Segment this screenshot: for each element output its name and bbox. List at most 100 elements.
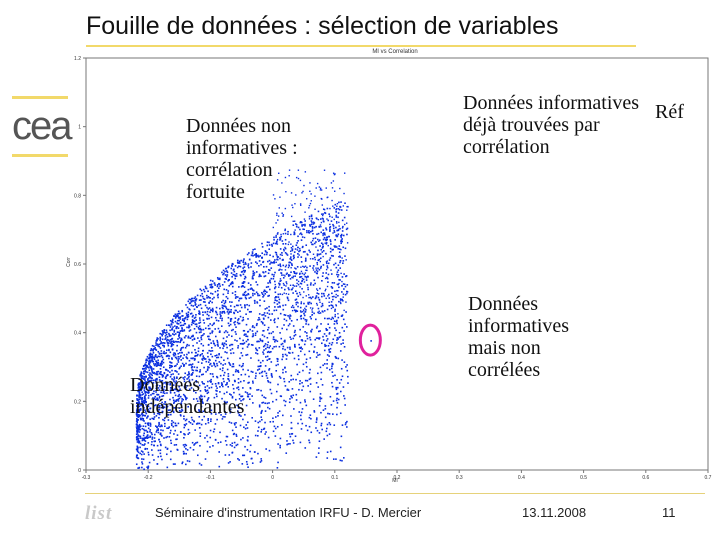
scatter-point	[206, 352, 209, 354]
scatter-point	[155, 360, 157, 362]
scatter-point	[324, 238, 327, 241]
scatter-point	[137, 416, 140, 419]
scatter-point	[207, 327, 210, 330]
scatter-point	[244, 296, 247, 299]
scatter-point	[209, 446, 211, 448]
scatter-point	[313, 256, 316, 259]
scatter-point	[311, 229, 314, 231]
scatter-point	[245, 335, 247, 338]
scatter-point	[143, 367, 146, 370]
scatter-point	[282, 276, 285, 279]
scatter-point	[335, 226, 337, 229]
scatter-point	[286, 296, 289, 299]
scatter-point	[314, 258, 316, 261]
scatter-point	[337, 269, 340, 272]
scatter-point	[245, 460, 248, 463]
scatter-point	[137, 386, 140, 388]
scatter-point	[327, 344, 330, 347]
scatter-point	[225, 435, 228, 438]
scatter-point	[227, 292, 229, 294]
scatter-point	[288, 265, 291, 267]
scatter-point	[279, 446, 281, 449]
scatter-point	[191, 357, 194, 360]
scatter-point	[328, 326, 331, 329]
scatter-point	[222, 269, 225, 272]
scatter-point	[162, 361, 165, 364]
scatter-point	[346, 233, 348, 236]
scatter-point	[194, 354, 197, 357]
scatter-point	[243, 454, 246, 457]
scatter-point	[136, 437, 138, 439]
scatter-point	[283, 292, 285, 294]
scatter-point	[187, 300, 190, 303]
scatter-point	[148, 388, 151, 390]
scatter-point	[341, 227, 344, 229]
scatter-point	[188, 375, 190, 378]
scatter-point	[197, 361, 200, 363]
scatter-point	[273, 319, 275, 322]
scatter-point	[308, 207, 310, 209]
scatter-point	[311, 328, 313, 331]
scatter-point	[168, 349, 170, 352]
scatter-point	[156, 426, 158, 429]
scatter-point	[144, 383, 147, 385]
scatter-point	[169, 361, 171, 363]
scatter-point	[180, 337, 183, 340]
scatter-point	[194, 296, 197, 298]
scatter-point	[311, 309, 313, 311]
scatter-point	[171, 378, 173, 380]
scatter-point	[185, 335, 187, 337]
scatter-point	[162, 407, 164, 410]
scatter-point	[320, 305, 323, 308]
scatter-point	[231, 396, 234, 399]
scatter-point	[159, 443, 162, 446]
scatter-point	[163, 386, 166, 388]
scatter-point	[193, 443, 196, 445]
scatter-point	[329, 247, 332, 250]
scatter-point	[214, 423, 217, 425]
scatter-point	[186, 449, 189, 451]
scatter-point	[289, 261, 292, 264]
scatter-point	[171, 319, 174, 321]
scatter-point	[258, 316, 260, 319]
scatter-point	[140, 377, 143, 380]
scatter-point	[226, 275, 228, 278]
scatter-point	[304, 224, 306, 227]
scatter-point	[171, 369, 173, 372]
scatter-point	[277, 232, 279, 234]
scatter-point	[312, 269, 315, 271]
scatter-point	[297, 358, 300, 361]
scatter-point	[158, 352, 161, 355]
scatter-point	[276, 243, 279, 245]
scatter-point	[160, 352, 163, 355]
scatter-point	[207, 361, 210, 363]
scatter-point	[276, 212, 278, 215]
scatter-point	[301, 339, 304, 341]
scatter-point	[340, 209, 343, 211]
scatter-point	[245, 354, 247, 356]
scatter-point	[341, 424, 344, 426]
scatter-point	[140, 376, 143, 378]
scatter-point	[264, 275, 267, 277]
scatter-point	[158, 364, 161, 367]
scatter-point	[263, 344, 266, 347]
scatter-point	[173, 377, 176, 380]
scatter-point	[147, 381, 150, 384]
scatter-point	[209, 297, 211, 299]
scatter-point	[145, 371, 147, 373]
scatter-point	[344, 323, 346, 326]
scatter-point	[292, 306, 295, 309]
scatter-point	[338, 382, 341, 384]
scatter-point	[143, 401, 145, 404]
scatter-point	[218, 287, 220, 290]
scatter-point	[138, 414, 141, 416]
scatter-point	[218, 353, 220, 356]
scatter-point	[158, 372, 161, 375]
scatter-point	[304, 447, 307, 449]
scatter-point	[149, 423, 152, 426]
scatter-point	[342, 342, 344, 344]
scatter-point	[275, 261, 277, 264]
scatter-point	[181, 409, 184, 412]
scatter-point	[216, 339, 218, 342]
scatter-point	[316, 289, 319, 292]
